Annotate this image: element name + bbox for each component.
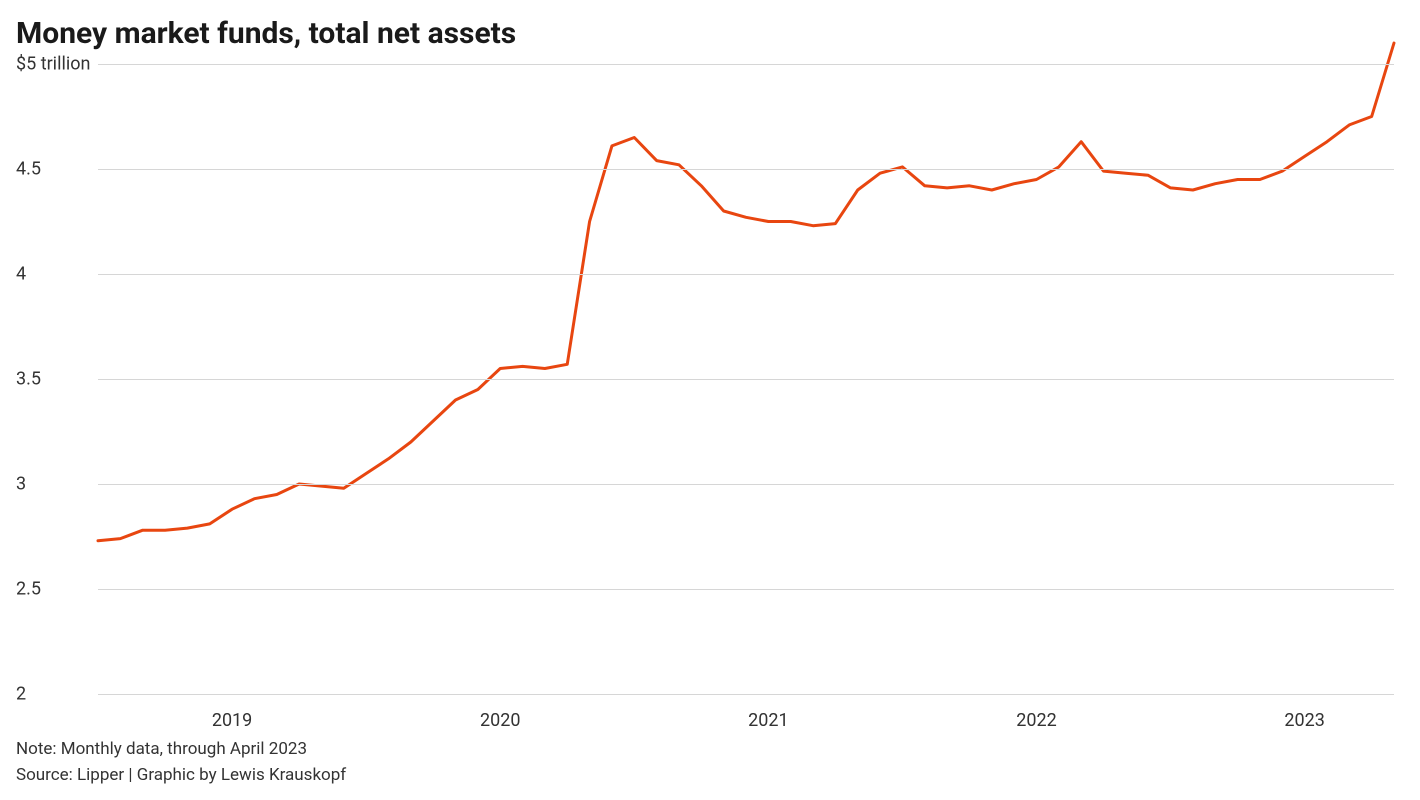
y-axis-tick-label: 3 bbox=[16, 474, 26, 495]
y-axis-tick-label: 4 bbox=[16, 264, 26, 285]
chart-footer: Note: Monthly data, through April 2023 S… bbox=[16, 737, 346, 788]
x-axis-tick-label: 2023 bbox=[1284, 710, 1324, 731]
note-text: Note: Monthly data, through April 2023 bbox=[16, 737, 346, 763]
gridline bbox=[98, 379, 1394, 380]
y-axis-tick-label: 2 bbox=[16, 684, 26, 705]
gridline bbox=[98, 589, 1394, 590]
chart-plot-area: $5 trillion 4.5 4 3.5 3 2.5 2 2019 2020 2021 2022 2… bbox=[0, 0, 1420, 800]
gridline bbox=[98, 484, 1394, 485]
chart-title: Money market funds, total net assets bbox=[16, 16, 1404, 52]
data-line bbox=[98, 43, 1394, 541]
y-axis-tick-label: $5 trillion bbox=[16, 54, 90, 75]
y-axis-tick-label: 4.5 bbox=[16, 159, 41, 180]
gridline bbox=[98, 694, 1394, 695]
y-axis-tick-label: 2.5 bbox=[16, 579, 41, 600]
x-axis-tick-label: 2021 bbox=[748, 710, 788, 731]
x-axis-tick-label: 2020 bbox=[480, 710, 520, 731]
y-axis-tick-label: 3.5 bbox=[16, 369, 41, 390]
plot-region bbox=[98, 64, 1394, 694]
gridline bbox=[98, 169, 1394, 170]
x-axis-tick-label: 2022 bbox=[1016, 710, 1056, 731]
chart-container: Money market funds, total net assets $5 … bbox=[0, 0, 1420, 800]
gridline bbox=[98, 64, 1394, 65]
x-axis-tick-label: 2019 bbox=[212, 710, 252, 731]
source-text: Source: Lipper | Graphic by Lewis Krausk… bbox=[16, 763, 346, 789]
gridline bbox=[98, 274, 1394, 275]
